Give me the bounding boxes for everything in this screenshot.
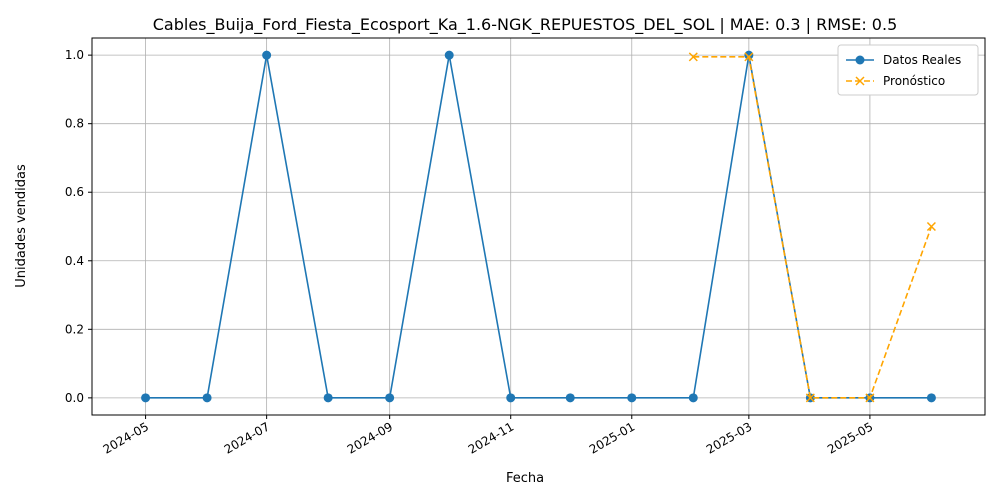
y-tick-label: 1.0 <box>65 48 84 62</box>
data-point <box>627 393 637 403</box>
legend-box <box>837 44 979 96</box>
legend-label: Pronóstico <box>883 74 945 88</box>
y-tick-label: 0.8 <box>65 117 84 131</box>
y-tick-label: 0.0 <box>65 391 84 405</box>
x-tick-label: 2025-01 <box>587 419 637 456</box>
data-point <box>262 50 272 60</box>
data-point <box>926 221 936 232</box>
chart-title: Cables_Buija_Ford_Fiesta_Ecosport_Ka_1.6… <box>153 15 898 35</box>
legend-item: Datos Reales <box>846 53 961 67</box>
legend-label: Datos Reales <box>883 53 961 67</box>
data-point <box>865 393 875 403</box>
data-point <box>506 393 516 403</box>
legend-marker <box>855 55 865 65</box>
data-point <box>202 393 212 403</box>
data-point <box>688 393 698 403</box>
legend-marker <box>855 76 865 86</box>
data-point <box>744 50 754 60</box>
legend: Datos Reales Pronóstico <box>837 44 979 96</box>
series-layer <box>141 50 936 403</box>
series-line <box>145 54 932 399</box>
x-tick-label: 2025-05 <box>825 419 875 456</box>
series-line <box>693 56 933 399</box>
data-point <box>805 393 815 403</box>
data-point <box>688 52 698 62</box>
y-tick-label: 0.6 <box>65 185 84 199</box>
legend-item: Pronóstico <box>846 74 945 88</box>
y-tick-label: 0.4 <box>65 254 84 268</box>
x-axis-label: Fecha <box>506 471 544 486</box>
grid-lines <box>92 38 985 415</box>
axis-ticks: 0.0 0.2 0.4 0.6 0.8 1.0 2024-05 2024-07 2024-09 2… <box>65 48 875 457</box>
x-tick-label: 2025-03 <box>704 419 754 456</box>
data-point <box>744 52 754 62</box>
data-point <box>141 393 151 403</box>
x-tick-label: 2024-11 <box>466 419 516 456</box>
data-point <box>444 50 454 60</box>
data-point <box>385 393 395 403</box>
legend-items: Datos Reales Pronóstico <box>846 53 961 88</box>
x-tick-label: 2024-05 <box>101 419 151 456</box>
data-point <box>323 393 333 403</box>
x-tick-label: 2024-09 <box>345 419 395 456</box>
series-1 <box>688 52 936 403</box>
y-axis-label: Unidades vendidas <box>14 164 29 288</box>
data-point <box>926 393 936 403</box>
data-point <box>565 393 575 403</box>
y-tick-label: 0.2 <box>65 322 84 336</box>
series-0 <box>141 50 936 403</box>
plot-frame <box>91 37 986 416</box>
x-tick-label: 2024-07 <box>222 419 272 456</box>
